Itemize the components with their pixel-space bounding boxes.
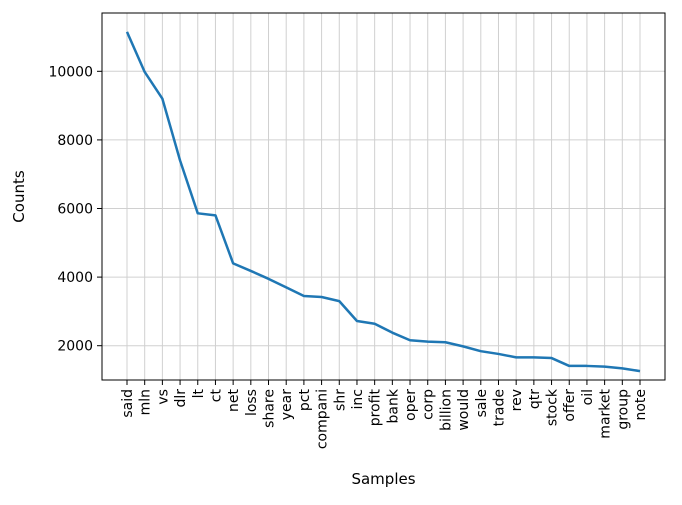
x-tick-label: year	[279, 389, 295, 420]
series-layer	[127, 32, 640, 371]
x-tick-label: trade	[491, 389, 507, 426]
x-tick-label: oil	[580, 389, 596, 405]
x-tick-label: billion	[438, 389, 454, 431]
x-tick-label: qtr	[527, 389, 543, 409]
x-tick-label: net	[226, 388, 242, 411]
x-tick-label: mln	[138, 389, 154, 415]
x-tick-label: inc	[350, 389, 366, 409]
y-tick-label: 2000	[57, 339, 93, 355]
x-tick-label: group	[615, 389, 631, 430]
y-axis-label: Counts	[10, 170, 28, 223]
y-axis: 2000 4000 6000 8000 10000	[48, 64, 102, 354]
x-tick-label: pct	[297, 388, 313, 411]
series-line	[127, 32, 640, 371]
y-tick-label: 6000	[57, 202, 93, 218]
x-tick-label: vs	[155, 389, 171, 405]
x-tick-label: shr	[332, 389, 348, 411]
x-tick-label: rev	[509, 389, 525, 411]
x-tick-label: profit	[368, 389, 384, 427]
x-tick-label: offer	[562, 389, 578, 422]
x-tick-label: corp	[421, 389, 437, 420]
x-tick-label: note	[633, 389, 649, 421]
x-tick-label: sale	[474, 389, 490, 417]
x-tick-label: oper	[403, 389, 419, 421]
x-tick-label: dlr	[173, 389, 189, 408]
y-tick-label: 8000	[57, 133, 93, 149]
x-tick-label: bank	[385, 388, 401, 423]
x-tick-label: lt	[191, 389, 207, 399]
x-tick-label: said	[120, 389, 136, 418]
x-tick-label: market	[598, 388, 614, 438]
y-tick-label: 10000	[48, 64, 93, 80]
x-tick-label: share	[262, 389, 278, 428]
x-tick-label: loss	[244, 389, 260, 416]
y-tick-label: 4000	[57, 270, 93, 286]
x-tick-label: would	[456, 389, 472, 431]
x-tick-label: stock	[545, 388, 561, 426]
grid	[102, 13, 665, 380]
x-axis-label: Samples	[351, 470, 415, 488]
plot-frame	[102, 13, 665, 380]
x-tick-label: compani	[315, 389, 331, 449]
x-tick-label: ct	[208, 388, 224, 402]
